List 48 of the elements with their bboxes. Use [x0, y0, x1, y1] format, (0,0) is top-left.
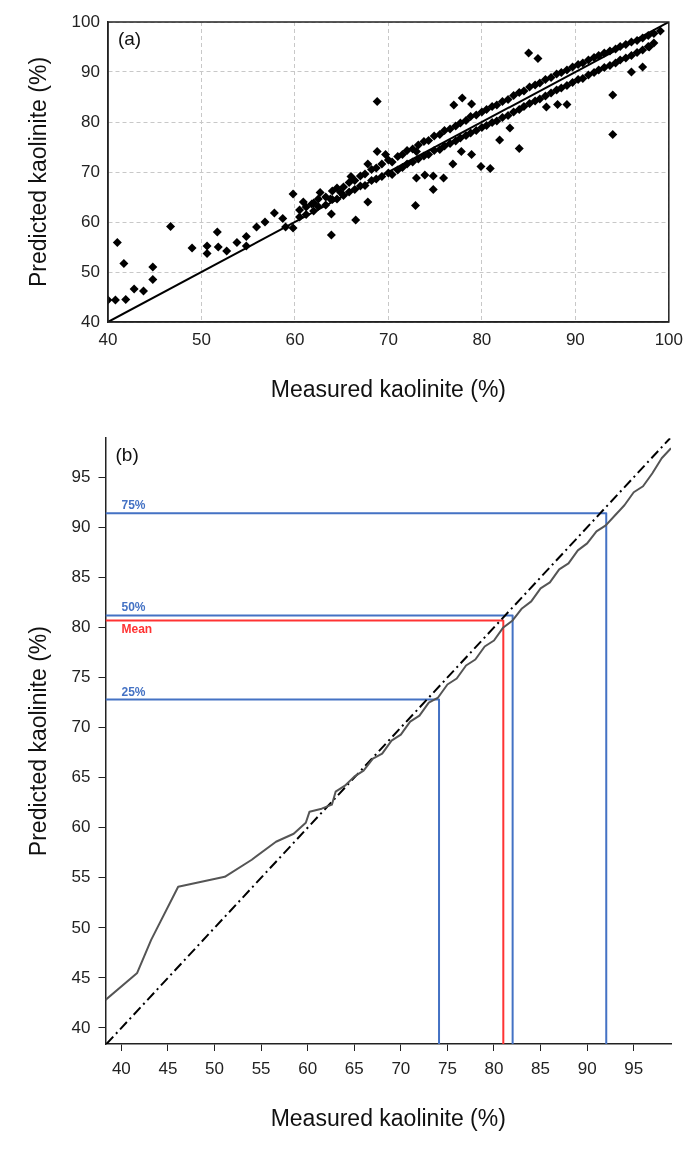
x-tick-label: 40 [98, 329, 118, 349]
y-tick-label: 55 [71, 867, 91, 887]
y-tick-label: 50 [81, 261, 100, 281]
series-label: 25% [121, 684, 146, 699]
x-tick-label: 50 [191, 329, 211, 349]
y-tick-label: 45 [71, 967, 91, 987]
y-tick-label: 90 [71, 517, 91, 537]
x-tick-label: 90 [577, 1058, 597, 1078]
x-tick-label: 100 [654, 329, 684, 349]
y-tick-label: 40 [71, 1017, 91, 1037]
x-tick-label: 55 [251, 1058, 271, 1078]
x-tick-label: 60 [298, 1058, 318, 1078]
x-tick-label: 40 [111, 1058, 131, 1078]
x-tick-label: 95 [624, 1058, 644, 1078]
y-tick-label: 65 [71, 767, 91, 787]
x-tick-label: 75 [437, 1058, 457, 1078]
x-tick-label: 45 [158, 1058, 178, 1078]
y-tick-label: 85 [71, 567, 91, 587]
y-tick-label: 60 [71, 817, 91, 837]
x-tick-label: 50 [205, 1058, 224, 1078]
x-tick-label: 60 [285, 329, 305, 349]
x-axis-title: Measured kaolinite (%) [270, 375, 506, 402]
x-tick-label: 80 [472, 329, 492, 349]
y-tick-label: 70 [71, 717, 91, 737]
series-label: 75% [121, 498, 146, 513]
annotation: (b) [115, 443, 139, 465]
series-label: Mean [121, 622, 153, 637]
y-tick-label: 80 [71, 617, 91, 637]
x-tick-label: 90 [565, 329, 585, 349]
y-tick-label: 40 [81, 311, 100, 331]
x-tick-label: 80 [484, 1058, 504, 1078]
x-tick-label: 65 [344, 1058, 364, 1078]
y-tick-label: 60 [81, 211, 100, 231]
y-axis-title: Predicted kaolinite (%) [25, 626, 52, 857]
x-axis-title: Measured kaolinite (%) [270, 1104, 506, 1131]
y-tick-label: 80 [81, 111, 100, 131]
y-tick-label: 50 [71, 917, 91, 937]
x-tick-label: 85 [531, 1058, 551, 1078]
y-tick-label: 75 [71, 667, 91, 687]
y-tick-label: 90 [81, 61, 100, 81]
y-tick-label: 70 [81, 161, 100, 181]
series-label: 50% [121, 600, 146, 615]
y-axis-title: Predicted kaolinite (%) [25, 56, 52, 288]
annotation: (a) [117, 27, 142, 49]
y-tick-label: 100 [71, 11, 100, 31]
x-tick-label: 70 [391, 1058, 411, 1078]
x-tick-label: 70 [378, 329, 398, 349]
y-tick-label: 95 [71, 466, 91, 486]
